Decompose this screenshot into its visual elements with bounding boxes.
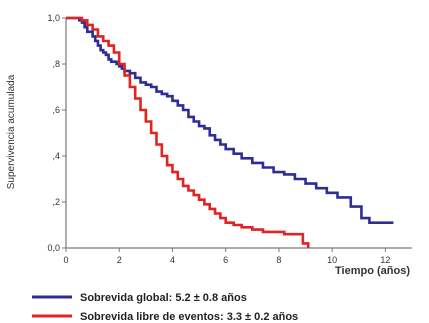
y-tick-label: 0,0 xyxy=(47,243,60,253)
series-line-sobrevida-libre-eventos xyxy=(66,16,310,248)
y-tick-label: 1,0 xyxy=(47,13,60,23)
y-tick-label: ,6 xyxy=(52,105,60,115)
x-tick-label: 6 xyxy=(223,255,228,265)
x-tick-label: 2 xyxy=(117,255,122,265)
lines-layer xyxy=(66,16,394,248)
legend: Sobrevida global: 5.2 ± 0.8 años Sobrevi… xyxy=(32,292,298,323)
x-tick-label: 10 xyxy=(327,255,337,265)
axes-layer xyxy=(62,17,412,252)
x-tick-label: 0 xyxy=(63,255,68,265)
y-tick-label: ,4 xyxy=(52,151,60,161)
legend-label-sobrevida-global: Sobrevida global: 5.2 ± 0.8 años xyxy=(80,292,247,304)
y-tick-label: ,2 xyxy=(52,197,60,207)
x-axis-label: Tiempo (años) xyxy=(335,265,410,277)
y-tick-label: ,8 xyxy=(52,59,60,69)
y-axis-label: Supervivencia acumulada xyxy=(6,74,17,189)
x-tick-label: 4 xyxy=(170,255,175,265)
labels-layer: 0,0 ,2 ,4 ,6 ,8 1,0 0 2 4 6 8 10 12 xyxy=(47,13,390,265)
legend-label-sobrevida-libre-eventos: Sobrevida libre de eventos: 3.3 ± 0.2 añ… xyxy=(80,311,298,323)
series-line-sobrevida-global xyxy=(66,16,394,224)
x-tick-label: 12 xyxy=(380,255,390,265)
x-tick-label: 8 xyxy=(276,255,281,265)
